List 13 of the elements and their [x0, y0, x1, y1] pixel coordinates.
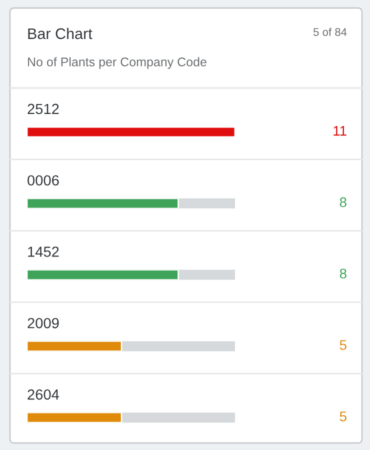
data-label: 8 — [340, 268, 346, 279]
chart-title: Bar Chart — [28, 28, 92, 40]
y-tick-label: 1452 — [28, 246, 59, 257]
text: 5 of 84 — [313, 28, 347, 36]
y-tick-label: 2512 — [28, 104, 59, 114]
y-tick-label: 2009 — [28, 318, 59, 328]
y-tick-label: 0006 — [28, 175, 59, 186]
data-label: 5 — [340, 340, 346, 350]
data-label: 11 — [334, 126, 346, 136]
data-label: 5 — [340, 412, 346, 422]
y-tick-label: 2604 — [28, 389, 60, 400]
data-label: 8 — [340, 197, 346, 208]
chart-subtitle: No of Plants per Company Code — [28, 57, 206, 69]
